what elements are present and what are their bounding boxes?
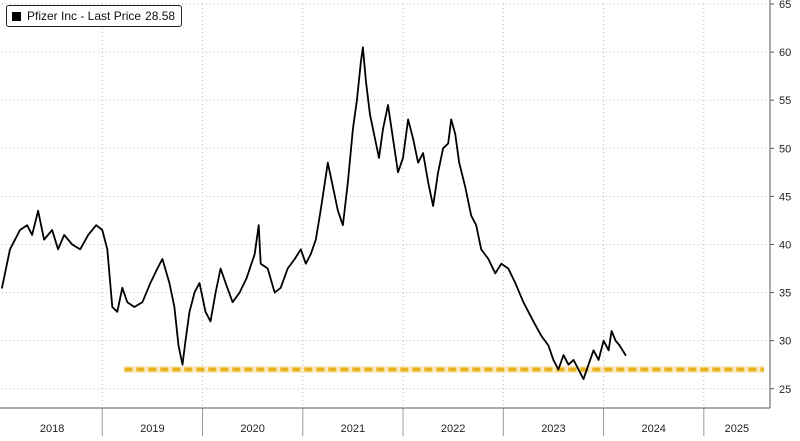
legend-label: Pfizer Inc - Last Price: [27, 9, 142, 23]
axis-layer: 25 30 35 40 45 50 55 60 65 2018 2019 2020 2021 2022 20…: [0, 0, 791, 436]
legend: Pfizer Inc - Last Price 28.58: [6, 5, 183, 27]
x-tick-label: 2022: [441, 423, 465, 435]
series-layer: [1, 46, 627, 380]
y-tick-label: 35: [779, 288, 791, 300]
x-tick-label: 2018: [40, 423, 64, 435]
y-tick-label: 40: [779, 239, 791, 251]
x-tick-label: 2025: [725, 423, 749, 435]
x-tick-label: 2019: [140, 423, 164, 435]
y-tick-label: 30: [779, 336, 791, 348]
y-tick-label: 55: [779, 95, 791, 107]
y-tick-label: 65: [779, 0, 791, 11]
x-tick-label: 2020: [240, 423, 264, 435]
y-tick-label: 45: [779, 191, 791, 203]
price-series-line: [1, 46, 627, 380]
legend-last-price: 28.58: [145, 9, 176, 23]
y-tick-label: 50: [779, 143, 791, 155]
x-tick-label: 2024: [641, 423, 665, 435]
y-tick-label: 25: [779, 384, 791, 396]
y-tick-label: 60: [779, 47, 791, 59]
x-tick-label: 2023: [541, 423, 565, 435]
x-tick-label: 2021: [341, 423, 365, 435]
grid-layer: [2, 3, 770, 408]
legend-swatch: [12, 11, 21, 21]
